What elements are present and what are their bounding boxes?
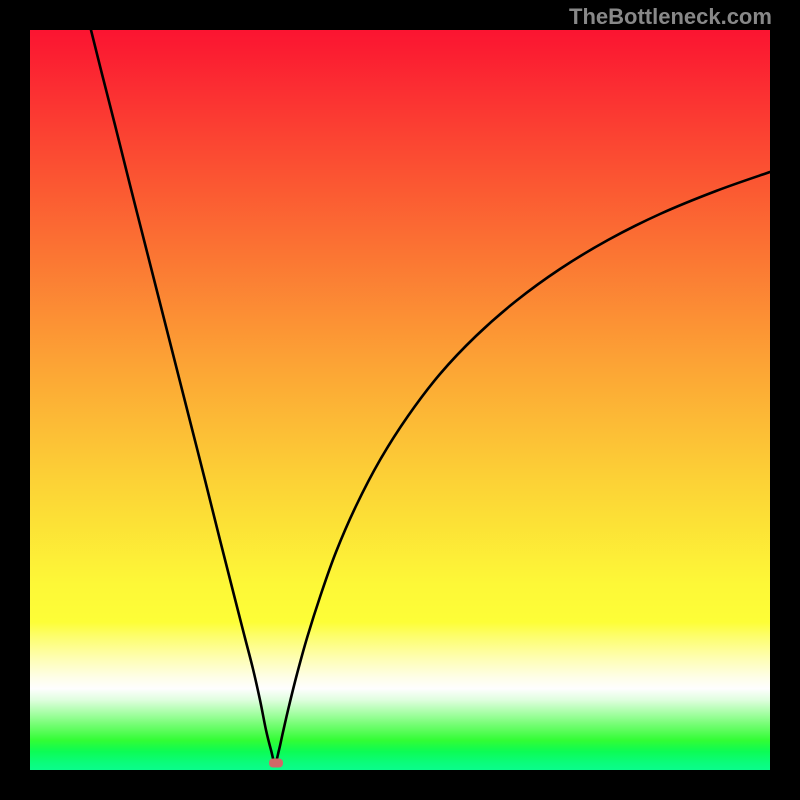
bottleneck-chart bbox=[30, 30, 770, 770]
minimum-marker bbox=[269, 759, 283, 768]
watermark-text: TheBottleneck.com bbox=[569, 4, 772, 30]
gradient-background bbox=[30, 30, 770, 770]
